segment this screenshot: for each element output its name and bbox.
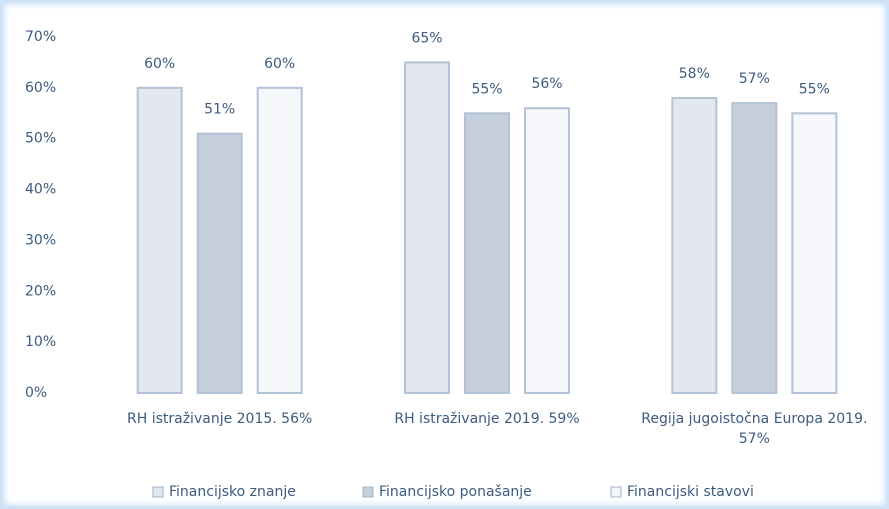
- legend-swatch: [610, 486, 622, 498]
- legend-label: Financijski stavovi: [627, 484, 754, 500]
- chart: 0% 10% 20% 30% 40% 50% 60% 70% 60% 51% 60% 65% 55% 56…: [25, 29, 838, 500]
- data-label: 51%: [204, 102, 235, 118]
- x-tick-label: Regija jugoistočna Europa 2019. 57%: [641, 411, 868, 447]
- y-tick-label: 10%: [25, 334, 56, 350]
- legend-label: Financijsko ponašanje: [379, 484, 532, 500]
- legend-swatch: [152, 486, 164, 498]
- y-tick-label: 70%: [25, 29, 56, 45]
- data-label: 55%: [471, 81, 502, 97]
- data-label: 65%: [411, 30, 442, 46]
- y-tick-label: 30%: [25, 232, 56, 248]
- y-tick-label: 40%: [25, 182, 56, 198]
- bar: [136, 86, 183, 394]
- bar: [404, 61, 450, 395]
- y-tick-label: 20%: [25, 283, 56, 299]
- x-tick-label: RH istraživanje 2019. 59%: [394, 411, 580, 427]
- bar: [196, 132, 243, 394]
- bar: [671, 97, 718, 395]
- y-tick-label: 50%: [25, 131, 56, 147]
- data-label: 58%: [679, 66, 710, 82]
- bar: [524, 107, 570, 394]
- data-label: 60%: [264, 56, 295, 72]
- bar: [464, 112, 510, 395]
- data-label: 55%: [799, 81, 830, 97]
- data-label: 56%: [531, 76, 562, 92]
- legend-swatch: [362, 486, 374, 498]
- bar: [791, 112, 838, 395]
- bar: [256, 86, 303, 394]
- legend-label: Financijsko znanje: [169, 484, 296, 500]
- x-tick-label: RH istraživanje 2015. 56%: [127, 411, 313, 427]
- y-tick-label: 60%: [25, 80, 56, 96]
- bar: [731, 102, 778, 394]
- data-label: 57%: [739, 71, 770, 87]
- data-label: 60%: [144, 56, 175, 72]
- y-tick-label: 0%: [25, 385, 47, 401]
